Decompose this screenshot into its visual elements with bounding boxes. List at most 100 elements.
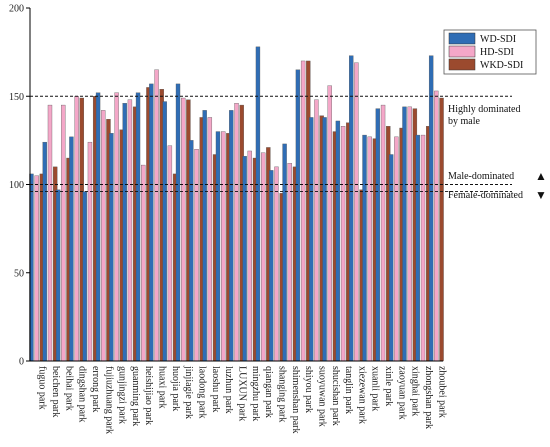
x-category-label-xiezewan-park: xiezewan park <box>356 366 367 424</box>
bar-wd-sdi-huojia-park <box>162 101 167 362</box>
legend-swatch-wkd-sdi <box>448 58 476 71</box>
bar-wd-sdi-shanging-park <box>269 170 274 362</box>
bar-wd-sdi-shimenshan-park <box>282 143 287 362</box>
bar-wd-sdi-xinle-park <box>375 108 381 362</box>
x-category-label-xinle-park: xinle park <box>383 366 394 406</box>
x-category-label-suoyuwan-park: suoyuwan park <box>316 366 327 427</box>
bar-hd-sdi-heishijiao-park <box>141 164 146 362</box>
bar-hd-sdi-gunjingzi-park <box>114 92 119 362</box>
x-category-label-shanging-park: shanging park <box>276 366 287 422</box>
bar-wd-sdi-xinghai-park <box>402 106 407 362</box>
bar-hd-sdi-xinghai-park <box>407 106 412 362</box>
down-arrow-icon: ▼ <box>535 188 547 202</box>
bar-wd-sdi-errong-park <box>82 191 87 362</box>
legend-label-hd-sdi: HD-SDI <box>480 47 514 58</box>
bar-hd-sdi-shimenshan-park <box>287 163 292 362</box>
x-category-label-fuguo-park: fuguo park <box>37 366 48 410</box>
bar-hd-sdi-shucishan-park <box>327 85 332 362</box>
legend-swatch-hd-sdi <box>448 45 476 58</box>
bar-hd-sdi-beichen-park <box>47 104 53 362</box>
bar-hd-sdi-qiangan-park <box>260 152 266 362</box>
annotation-female-dominated: Female-dominated <box>448 190 523 201</box>
x-category-label-zhoubei-park: zhoubei park <box>436 366 447 418</box>
bar-wd-sdi-fujiuzhuang-park <box>95 92 101 362</box>
x-category-label-huojia-park: huojia park <box>170 366 181 411</box>
bar-hd-sdi-shanging-park <box>274 166 279 362</box>
bar-wd-sdi-heishijiao-park <box>135 92 141 362</box>
legend-label-wkd-sdi: WKD-SDI <box>480 60 523 71</box>
bar-wd-sdi-shiyou-park <box>295 69 301 362</box>
bar-wd-sdi-beichen-park <box>42 141 47 362</box>
bar-wd-sdi-laodong-park <box>189 140 194 362</box>
up-arrow-icon: ▲ <box>535 169 547 183</box>
x-category-label-fujiuzhuang-park: fujiuzhuang park <box>103 366 114 434</box>
bar-hd-sdi-fujiuzhuang-park <box>101 110 106 362</box>
bar-hd-sdi-tanglin-park <box>340 126 346 362</box>
x-category-label-luzhun-park: luzhun park <box>223 366 234 414</box>
bar-hd-sdi-huaxi-park <box>154 69 159 362</box>
bar-hd-sdi-xinle-park <box>380 104 386 362</box>
x-category-label-tanglin-park: tanglin park <box>343 366 354 414</box>
x-category-label-zhongshan-park: zhongshan park <box>423 366 434 429</box>
bar-wd-sdi-beihai-park <box>55 189 61 362</box>
x-category-label-huaxi-park: huaxi park <box>157 366 168 409</box>
bar-wd-sdi-xiezewan-park <box>349 55 354 362</box>
bar-hd-sdi-laoshu-park <box>207 117 213 362</box>
bar-wd-sdi-jinjiagie-park <box>175 83 181 362</box>
x-category-label-guanming-park: guanming park <box>130 366 141 426</box>
bar-hd-sdi-suoyuwan-park <box>314 99 319 362</box>
bar-hd-sdi-dingshan-park <box>74 96 79 362</box>
x-category-label-gunjingzi-park: gunjingzi park <box>117 366 128 424</box>
bar-hd-sdi-zhongshan-park <box>420 134 426 362</box>
legend-swatch-wd-sdi <box>448 32 476 45</box>
y-tick-label-0: 0 <box>19 357 24 368</box>
legend-label-wd-sdi: WD-SDI <box>480 34 516 45</box>
bar-wd-sdi-guanming-park <box>122 103 127 362</box>
bar-wd-sdi-qiangan-park <box>255 46 261 362</box>
x-category-label-qiangan-park: qiangan park <box>263 366 274 418</box>
bar-hd-sdi-huojia-park <box>167 145 173 362</box>
bar-hd-sdi-zaoyuan-park <box>394 136 399 362</box>
x-category-label-beichen-park: beichen park <box>50 366 61 417</box>
x-category-label-zaoyuan-park: zaoyuan park <box>396 366 407 420</box>
y-ticks: 0 50 100 150 200 <box>9 4 30 368</box>
bar-wd-sdi-dingshan-park <box>69 136 74 362</box>
bar-wd-sdi-mingzhu-park <box>242 156 247 362</box>
bar-wd-sdi-xuanli-park <box>362 134 367 362</box>
bar-wd-sdi-huaxi-park <box>149 83 154 362</box>
bar-wd-sdi-zaoyuan-park <box>388 154 394 362</box>
y-tick-label-150: 150 <box>9 92 24 103</box>
x-category-label-beihai-park: beihai park <box>63 366 74 411</box>
bar-wd-sdi-shucishan-park <box>322 117 327 362</box>
x-category-label-heishijiao-park: heishijiao park <box>143 366 154 425</box>
x-category-label-jinjiagie-park: jinjiagie park <box>183 365 194 419</box>
bar-wd-sdi-tanglin-park <box>335 120 341 362</box>
bar-hd-sdi-xuanli-park <box>367 136 372 362</box>
bar-wd-sdi-gunjingzi-park <box>109 133 114 362</box>
x-category-label-luxun-park: LUXUN park <box>237 366 248 421</box>
bars-layer <box>29 46 444 362</box>
bar-hd-sdi-luxun-park <box>234 103 239 362</box>
bar-wkd-sdi-zhoubei-park <box>439 97 444 362</box>
bar-wd-sdi-zhoubei-park <box>428 55 434 362</box>
bar-hd-sdi-luzhun-park <box>221 131 226 362</box>
bar-wd-sdi-laoshu-park <box>202 110 207 362</box>
legend: WD-SDI HD-SDI WKD-SDI <box>443 29 537 75</box>
x-category-label-errong-park: errong park <box>90 366 101 412</box>
annotation-highly-dominated-line1: Highly dominated <box>448 104 521 115</box>
bar-wd-sdi-luxun-park <box>229 110 234 362</box>
bar-hd-sdi-jinjiagie-park <box>181 97 186 362</box>
x-category-label-dingshan-park: dingshan park <box>77 366 88 422</box>
bar-wd-sdi-luzhun-park <box>215 131 221 362</box>
x-category-label-laodong-park: laodong park <box>197 366 208 419</box>
bar-wd-sdi-zhongshan-park <box>415 134 420 362</box>
x-category-label-shimenshan-park: shimenshan park <box>290 366 301 434</box>
bar-hd-sdi-errong-park <box>87 141 93 362</box>
bar-hd-sdi-fuguo-park <box>34 175 39 362</box>
x-category-label-shiyou-park: shiyou park <box>303 366 314 413</box>
x-category-label-xuanli-park: xuanli park <box>370 366 381 411</box>
bar-hd-sdi-shiyou-park <box>300 60 306 362</box>
bar-hd-sdi-laodong-park <box>194 149 199 362</box>
reference-lines <box>30 95 512 193</box>
